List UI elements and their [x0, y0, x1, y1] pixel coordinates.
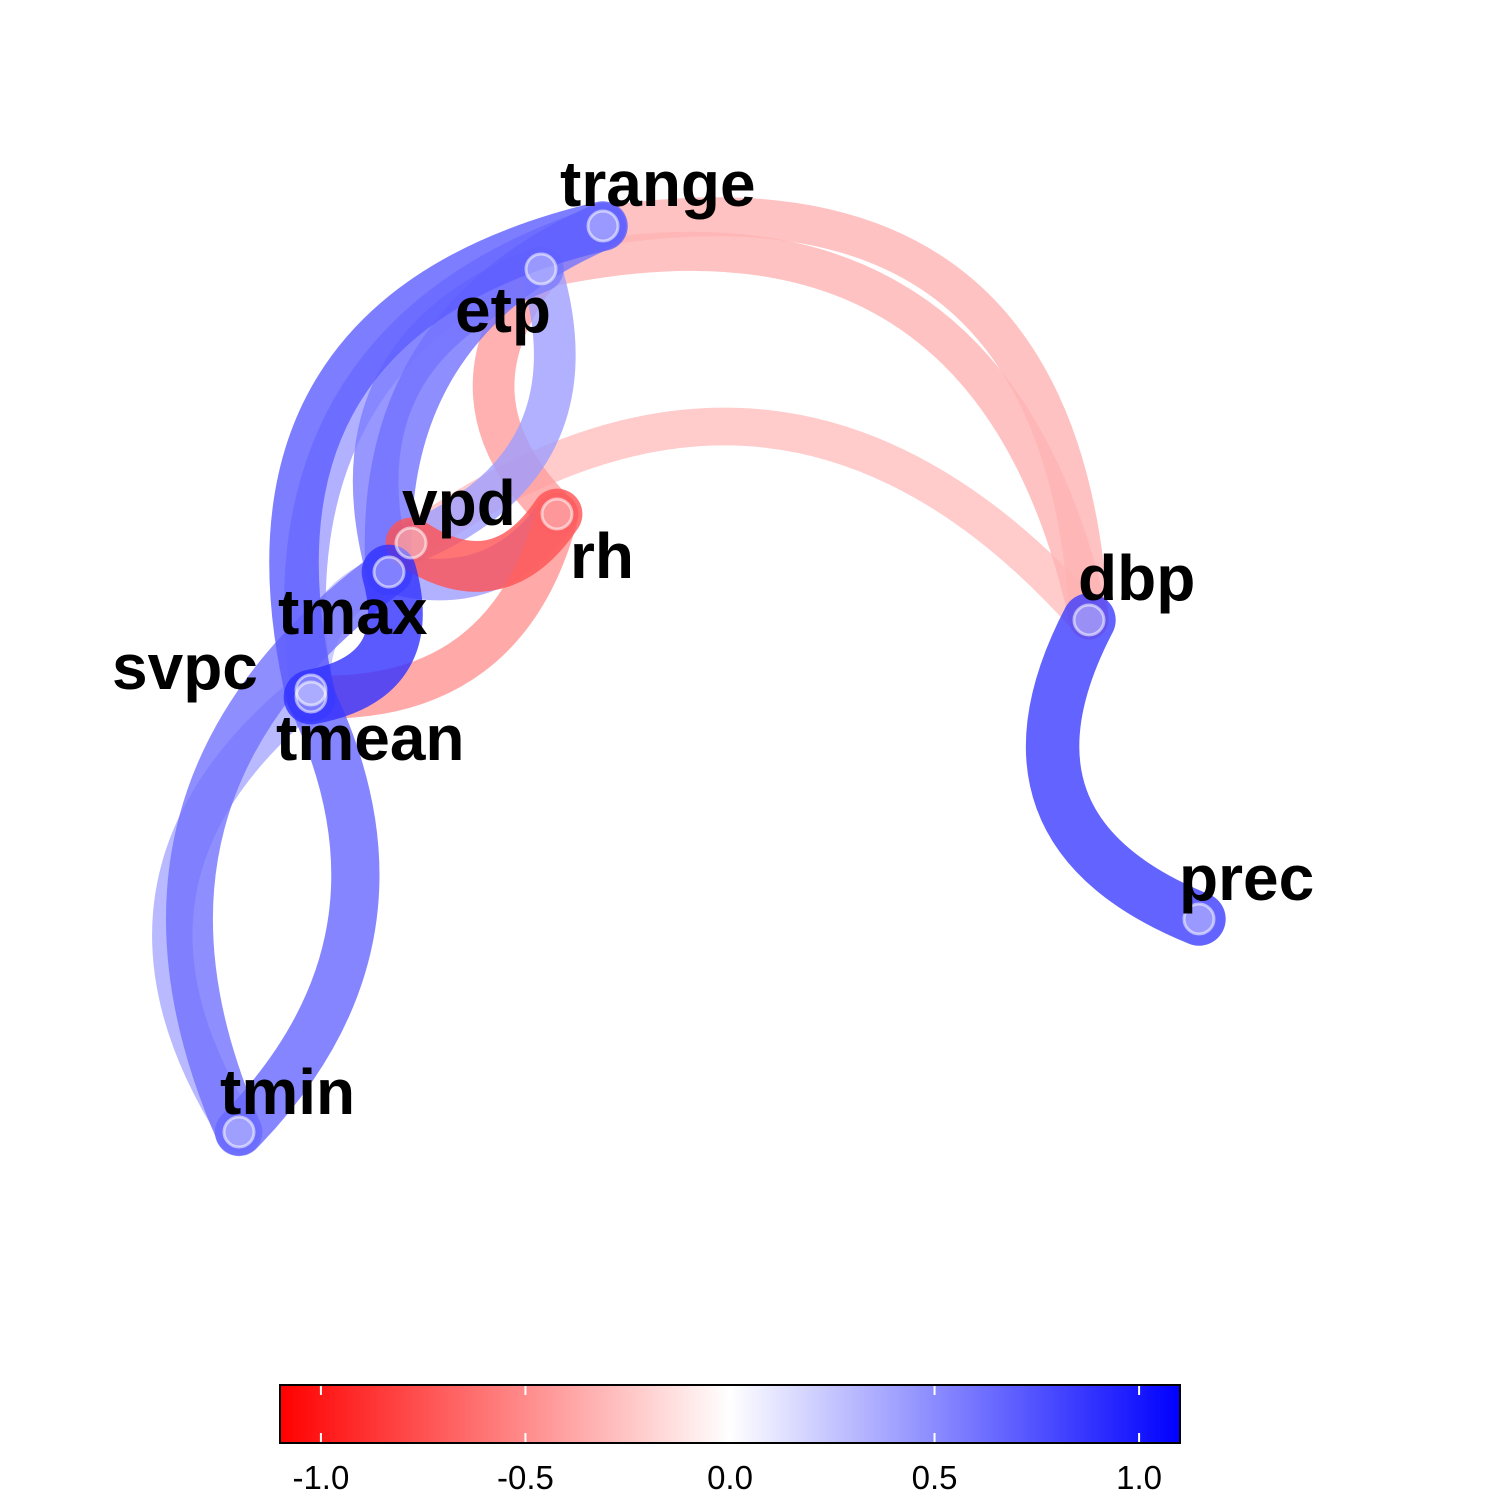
edge-tmax-tmean — [283, 544, 423, 725]
node-label-vpd: vpd — [402, 467, 516, 539]
edge-etp-vpd — [390, 248, 576, 564]
node-trange — [586, 209, 620, 243]
edge-dbp-prec — [1025, 593, 1226, 946]
colorbar-tick-label: -1.0 — [292, 1459, 349, 1496]
node-label-prec: prec — [1179, 842, 1314, 914]
node-label-rh: rh — [570, 520, 634, 592]
node-tmin — [222, 1115, 256, 1149]
node-label-dbp: dbp — [1078, 542, 1195, 614]
colorbar-tick-label: 1.0 — [1116, 1459, 1162, 1496]
node-label-tmean: tmean — [276, 702, 465, 774]
edge-layer — [152, 197, 1226, 1157]
node-tmean — [294, 680, 328, 714]
colorbar-tick-label: 0.5 — [912, 1459, 958, 1496]
node-label-trange: trange — [560, 148, 756, 220]
edge-etp-dbp — [521, 231, 1109, 640]
node-label-svpc: svpc — [112, 631, 258, 703]
edge-tmean-tmin — [214, 672, 380, 1157]
node-vpd — [394, 526, 428, 560]
edge-vpd-rh — [385, 488, 583, 592]
node-tmax — [372, 555, 406, 589]
colorbar: -1.0 -0.5 0.0 0.5 1.0 — [279, 1384, 1181, 1496]
colorbar-tick-label: 0.0 — [707, 1459, 753, 1496]
node-etp — [524, 252, 558, 286]
colorbar-ticks: -1.0 -0.5 0.0 0.5 1.0 — [292, 1386, 1162, 1496]
node-label-tmax: tmax — [278, 576, 428, 648]
edge-trange-tmean — [269, 201, 628, 722]
node-dbp — [1072, 603, 1106, 637]
colorbar-tick-label: -0.5 — [497, 1459, 554, 1496]
node-label-tmin: tmin — [220, 1056, 355, 1128]
node-layer — [222, 209, 1216, 1149]
node-label-etp: etp — [455, 274, 551, 346]
node-prec — [1182, 902, 1216, 936]
node-rh — [540, 497, 574, 531]
